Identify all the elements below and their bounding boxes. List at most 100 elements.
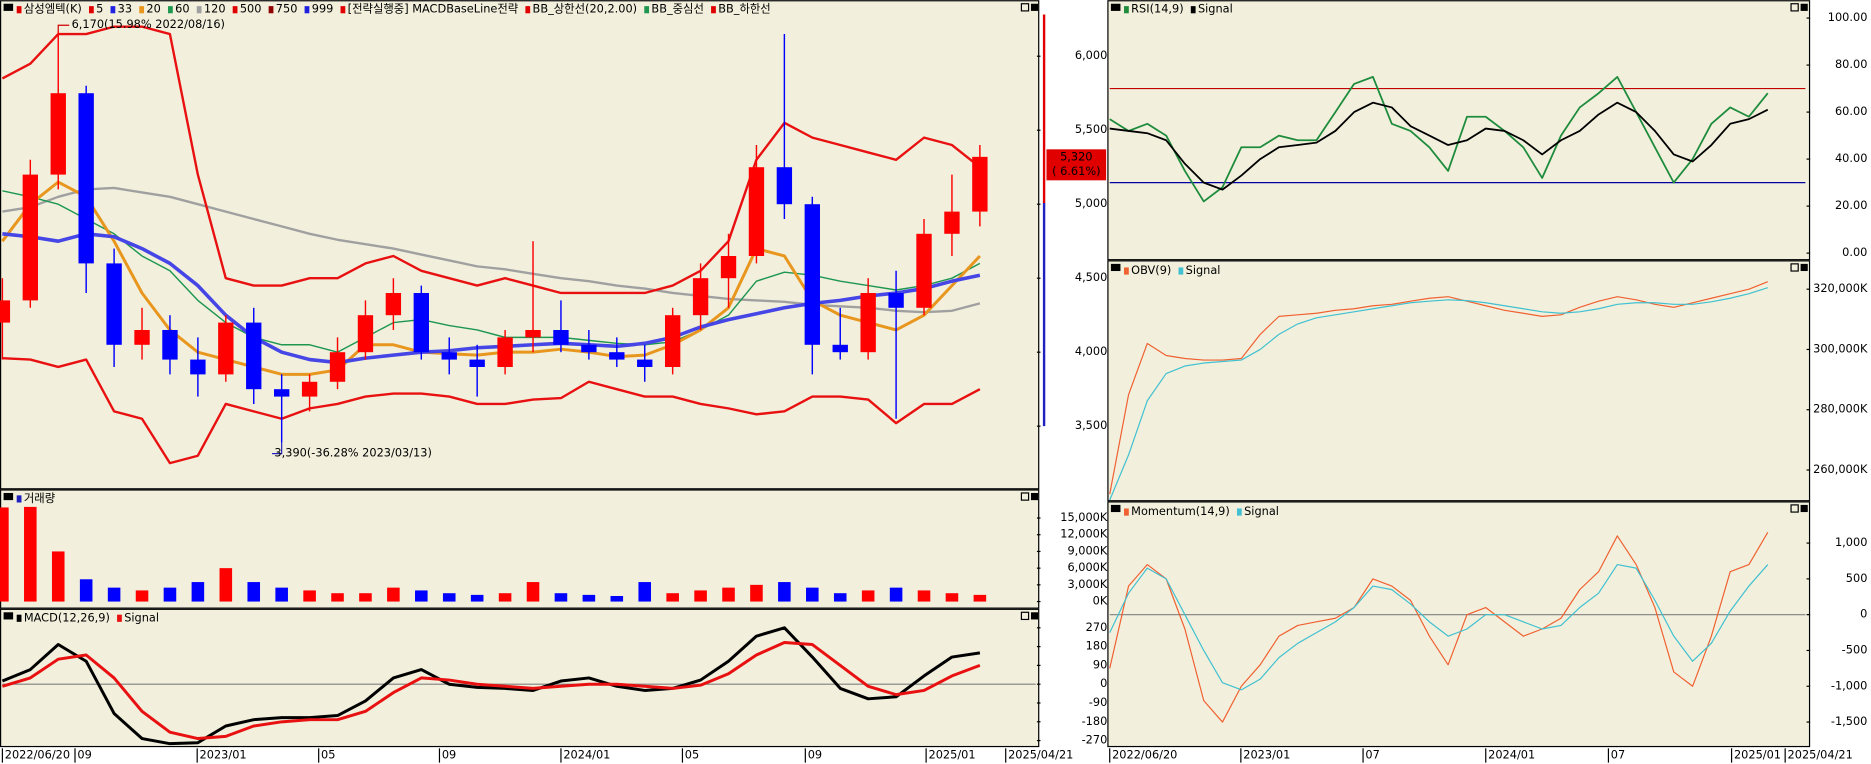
legend-swatch xyxy=(16,6,22,14)
candle-body xyxy=(776,167,793,205)
annotation: 3,390(-36.28% 2023/03/13) xyxy=(274,446,431,460)
y-tick-label: -270 xyxy=(1082,733,1108,747)
y-tick-label: 3,500 xyxy=(1075,418,1107,432)
series-line xyxy=(1109,287,1768,501)
macd-panel xyxy=(0,608,1040,748)
y-tick-label: 80.00 xyxy=(1835,57,1867,71)
series-line xyxy=(1109,75,1769,203)
panel-button[interactable] xyxy=(1800,504,1808,513)
panel-button[interactable] xyxy=(1020,492,1030,501)
candle-body xyxy=(916,233,932,308)
series-line xyxy=(1,626,981,746)
panel-icon xyxy=(3,3,14,11)
legend-label: 33 xyxy=(118,2,132,16)
volume-bar xyxy=(359,593,372,602)
legend-label: BB_하한선 xyxy=(718,2,770,16)
candle-body xyxy=(357,315,374,353)
volume-bar xyxy=(387,587,400,602)
volume-bar xyxy=(107,587,121,602)
y-tick-label: -1,500 xyxy=(1831,714,1868,728)
volume-bar xyxy=(778,582,791,602)
candle-body xyxy=(720,255,737,279)
legend-label: BB_중심선 xyxy=(651,2,703,16)
y-tick-label: 90 xyxy=(1093,657,1107,671)
y-tick-label: 0 xyxy=(1100,676,1107,690)
legend-label: MACD(12,26,9) xyxy=(24,610,110,624)
y-tick-label: -500 xyxy=(1842,642,1868,656)
volume-bar xyxy=(806,587,819,602)
panel-button[interactable] xyxy=(1020,611,1030,621)
volume-panel xyxy=(0,489,1040,609)
volume-bar xyxy=(861,590,875,602)
y-tick-label: 0.00 xyxy=(1842,245,1867,259)
panel-button[interactable] xyxy=(1800,263,1808,272)
x-tick-label: 2025/04/21 xyxy=(1008,747,1073,761)
x-tick-label: 05 xyxy=(321,747,335,761)
volume-bar xyxy=(163,587,177,602)
x-tick-label: 2022/06/20 xyxy=(5,747,70,761)
volume-bar xyxy=(303,590,316,602)
legend-swatch xyxy=(644,6,650,14)
price-tag-box xyxy=(1046,149,1107,181)
panel-button[interactable] xyxy=(1020,3,1030,12)
candle-body xyxy=(748,167,765,256)
legend-swatch xyxy=(168,6,173,14)
candle-body xyxy=(581,344,597,353)
annotation: 6,170(15.98% 2022/08/16) xyxy=(72,17,225,31)
legend-swatch xyxy=(711,6,716,14)
y-tick-label: 60.00 xyxy=(1835,104,1867,118)
candle-body xyxy=(441,352,457,360)
panel-icon xyxy=(3,612,14,620)
legend-label: 750 xyxy=(276,2,298,16)
legend-label: 20 xyxy=(146,2,160,16)
panel-icon xyxy=(1110,263,1121,272)
momentum-panel xyxy=(1107,501,1811,748)
legend-swatch xyxy=(16,614,22,622)
panel-button[interactable] xyxy=(1030,3,1039,11)
volume-bar xyxy=(889,587,903,602)
legend-label: Momentum(14,9) xyxy=(1131,504,1230,518)
legend-swatch xyxy=(139,6,145,14)
price-tag: 5,320 xyxy=(1060,150,1092,164)
y-tick-label: 260,000K xyxy=(1813,462,1868,476)
legend-swatch xyxy=(232,6,238,14)
x-tick-label: 2024/01 xyxy=(563,747,610,761)
panel-button[interactable] xyxy=(1790,263,1799,272)
candle-body xyxy=(525,329,541,338)
y-tick-label: 15,000K xyxy=(1060,510,1108,524)
y-tick-label: -180 xyxy=(1082,714,1108,728)
candle-body xyxy=(692,278,709,316)
legend-label: Signal xyxy=(1198,2,1233,16)
x-tick-label: 09 xyxy=(442,747,456,761)
volume-bar xyxy=(750,584,763,602)
volume-bar xyxy=(219,568,233,602)
x-tick-label: 07 xyxy=(1365,747,1379,761)
y-tick-label: 4,000 xyxy=(1075,344,1107,358)
volume-bar xyxy=(470,594,484,602)
candle-body xyxy=(78,93,94,264)
legend-swatch xyxy=(196,6,202,14)
panel-button[interactable] xyxy=(1800,3,1808,11)
volume-bar xyxy=(247,582,261,602)
panel-button[interactable] xyxy=(1790,504,1799,513)
candle-body xyxy=(106,263,122,345)
y-tick-label: 270 xyxy=(1086,620,1108,634)
y-tick-label: -1,000 xyxy=(1831,678,1868,692)
panel-button[interactable] xyxy=(1030,612,1039,620)
y-tick-label: 0 xyxy=(1860,607,1867,621)
legend-swatch xyxy=(1124,508,1129,516)
series-line xyxy=(1109,563,1769,691)
annotation-connector xyxy=(57,24,70,32)
y-tick-label: 100.00 xyxy=(1828,10,1868,24)
volume-bar xyxy=(610,595,624,602)
legend-label: 5 xyxy=(96,2,103,16)
legend-label: Signal xyxy=(1244,504,1279,518)
volume-bar xyxy=(917,590,931,602)
price-tag: ( 6.61%) xyxy=(1052,164,1100,178)
panel-button[interactable] xyxy=(1030,492,1039,501)
candle-body xyxy=(944,211,960,234)
x-tick-label: 05 xyxy=(685,747,699,761)
annotation-connector xyxy=(272,442,283,455)
series-line xyxy=(1109,101,1769,191)
panel-button[interactable] xyxy=(1790,3,1799,12)
